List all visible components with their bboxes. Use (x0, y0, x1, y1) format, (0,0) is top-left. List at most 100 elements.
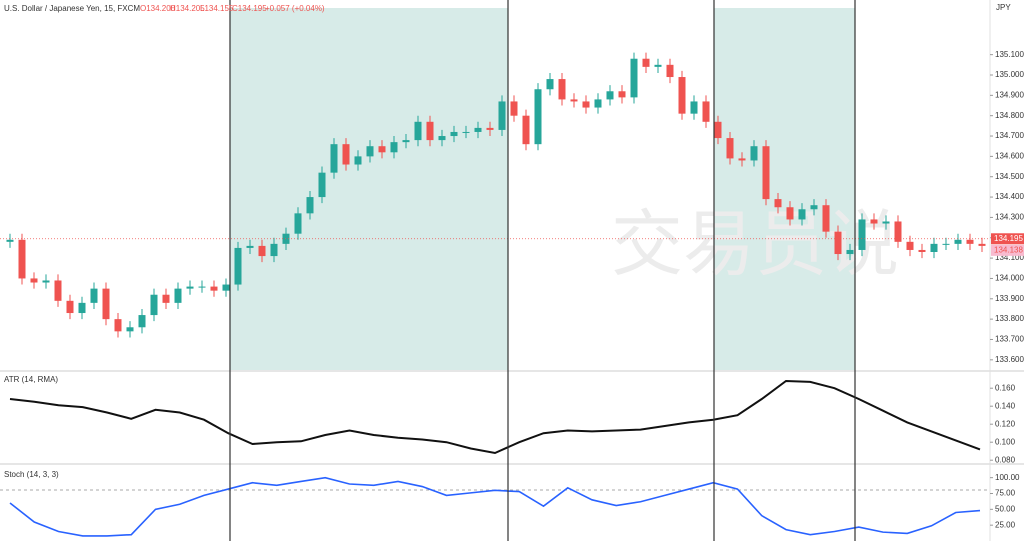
indicator-line (9, 476, 981, 537)
price-tag-label: 134.195 (994, 234, 1023, 243)
y-tick-label: 0.120 (995, 419, 1016, 428)
candle-body (570, 99, 578, 102)
candle-body (870, 219, 878, 224)
y-tick-label: 134.000 (995, 274, 1024, 283)
candle-body (462, 131, 470, 133)
candle-body (18, 239, 26, 279)
candle-body (402, 140, 410, 143)
candle-body (714, 121, 722, 139)
candle-body (294, 213, 302, 234)
y-tick-label: 133.700 (995, 335, 1024, 344)
chart-title: U.S. Dollar / Japanese Yen, 15, FXCM (4, 4, 140, 13)
candle-body (594, 99, 602, 108)
candle-body (522, 115, 530, 145)
candle-body (186, 286, 194, 289)
y-tick-label: 133.600 (995, 355, 1024, 364)
indicator-line (9, 379, 981, 455)
candle-body (738, 158, 746, 161)
candle-body (966, 239, 974, 244)
plot: 133.600 133.700 133.800 133.900 134.000 134.1… (0, 50, 1024, 537)
candle-body (222, 284, 230, 291)
candle-body (654, 64, 662, 67)
y-tick-label: 75.00 (995, 489, 1016, 498)
ohlc-high: H134.205 (170, 4, 205, 13)
candle-body (558, 79, 566, 100)
y-tick-label: 134.400 (995, 192, 1024, 201)
session-lines (229, 0, 856, 541)
candle-body (78, 302, 86, 314)
price-tag (991, 233, 1024, 245)
y-tick-label: 0.140 (995, 401, 1016, 410)
candle-body (342, 144, 350, 165)
y-tick-label: 50.00 (995, 504, 1016, 513)
y-tick-label: 0.080 (995, 455, 1016, 464)
candle-body (918, 249, 926, 252)
candle-body (498, 101, 506, 130)
candle-body (822, 205, 830, 232)
candle-body (606, 91, 614, 100)
candle-body (426, 121, 434, 141)
candle-body (102, 288, 110, 320)
candle-body (534, 89, 542, 145)
session-shade (230, 8, 508, 370)
candle-body (246, 245, 254, 248)
candle-body (270, 243, 278, 257)
y-tick-label: 100.00 (995, 473, 1020, 482)
candle-body (378, 146, 386, 153)
y-tick-label: 0.100 (995, 437, 1016, 446)
y-tick-label: 134.600 (995, 151, 1024, 160)
atr-title: ATR (14, RMA) (4, 375, 58, 384)
candle-body (810, 205, 818, 210)
y-tick-label: 0.160 (995, 383, 1016, 392)
candle-body (786, 207, 794, 220)
y-tick-label: 133.900 (995, 294, 1024, 303)
candle-body (642, 58, 650, 67)
y-tick-label: 134.500 (995, 172, 1024, 181)
candle-body (54, 280, 62, 301)
candle-body (258, 245, 266, 257)
candle-body (894, 221, 902, 242)
candle-body (678, 77, 686, 114)
candle-body (66, 300, 74, 314)
candle-body (486, 127, 494, 130)
candle-body (858, 219, 866, 250)
candle-body (762, 146, 770, 200)
candle-body (366, 146, 374, 157)
candle-body (138, 315, 146, 328)
y-tick-label: 135.100 (995, 50, 1024, 59)
candle-body (690, 101, 698, 114)
candle-body (510, 101, 518, 116)
candle-body (630, 58, 638, 98)
candle-body (306, 197, 314, 214)
candle-body (6, 239, 14, 242)
y-tick-label: 134.900 (995, 90, 1024, 99)
candle-body (750, 146, 758, 161)
candle-body (618, 91, 626, 98)
candle-body (150, 294, 158, 316)
candle-body (42, 280, 50, 283)
candle-body (726, 138, 734, 159)
candle-body (906, 241, 914, 250)
candle-body (582, 101, 590, 108)
candle-body (882, 221, 890, 224)
candle-body (234, 247, 242, 285)
candle-body (438, 136, 446, 141)
y-tick-label: 134.800 (995, 111, 1024, 120)
y-tick-label: 134.100 (995, 253, 1024, 262)
candle-body (30, 278, 38, 283)
candle-body (666, 64, 674, 78)
y-tick-label: 25.00 (995, 520, 1016, 529)
candle-body (474, 127, 482, 132)
price-tag-label: 134.138 (994, 245, 1023, 254)
watermark: 交易员说 (611, 205, 899, 285)
candle-body (774, 199, 782, 208)
session-shade (714, 8, 855, 370)
candle-body (354, 156, 362, 165)
candle-body (414, 121, 422, 141)
stoch-title: Stoch (14, 3, 3) (4, 470, 59, 479)
change: +0.057 (+0.04%) (265, 4, 325, 13)
candle-body (210, 286, 218, 291)
y-tick-label: 134.300 (995, 213, 1024, 222)
candle-body (702, 101, 710, 122)
